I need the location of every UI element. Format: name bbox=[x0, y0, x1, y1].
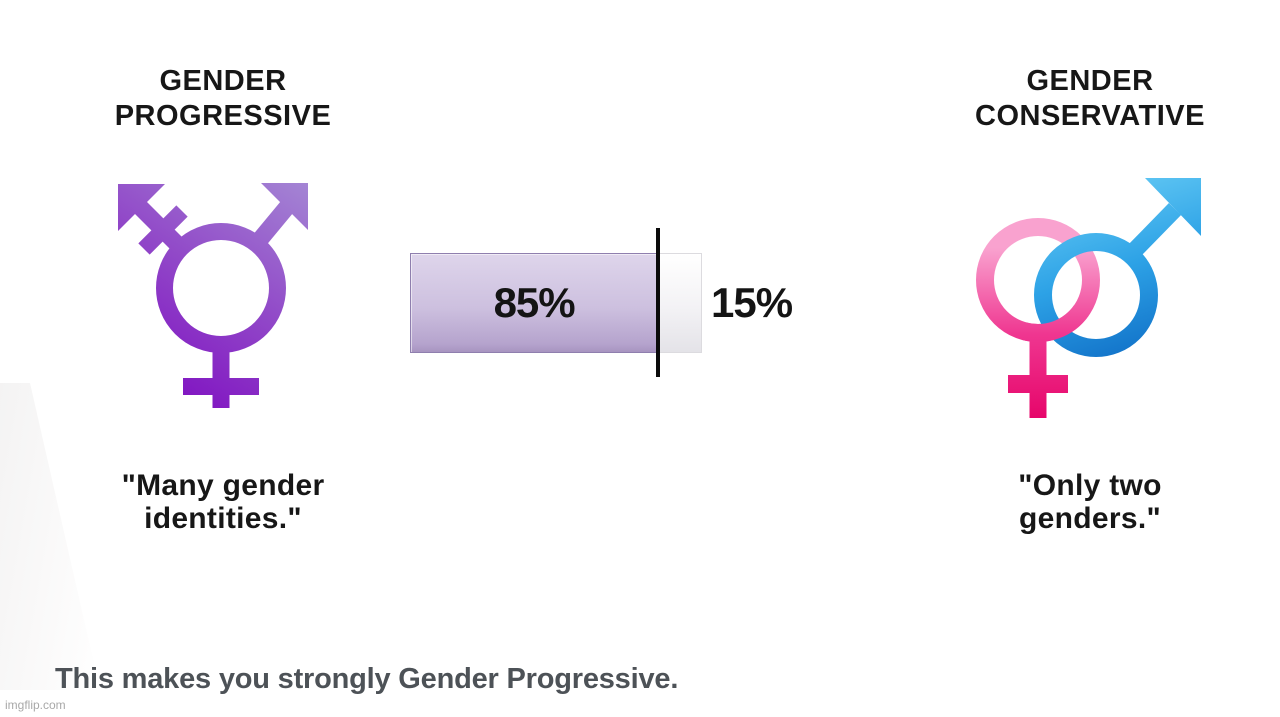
score-bar-remainder bbox=[658, 253, 702, 353]
left-quote: "Many gender identities." bbox=[63, 469, 383, 535]
right-score-label: 15% bbox=[711, 279, 793, 326]
left-axis-title: GENDER PROGRESSIVE bbox=[53, 64, 393, 134]
left-title-line1: GENDER bbox=[159, 65, 287, 97]
right-quote: "Only two genders." bbox=[930, 469, 1250, 535]
score-marker-line bbox=[656, 228, 661, 377]
male-female-icon bbox=[976, 178, 1201, 418]
score-bar: 85% bbox=[410, 228, 702, 377]
background-shade bbox=[0, 383, 100, 690]
right-axis-title: GENDER CONSERVATIVE bbox=[920, 64, 1260, 134]
right-quote-line1: "Only two bbox=[1018, 469, 1162, 502]
left-score-label: 85% bbox=[493, 279, 576, 326]
right-quote-line2: genders." bbox=[1019, 502, 1161, 535]
score-bar-fill: 85% bbox=[410, 253, 659, 353]
left-quote-line1: "Many gender bbox=[121, 469, 325, 502]
left-quote-line2: identities." bbox=[144, 502, 302, 535]
left-title-line2: PROGRESSIVE bbox=[114, 100, 332, 132]
right-title-line2: CONSERVATIVE bbox=[975, 100, 1205, 132]
right-title-line1: GENDER bbox=[1026, 65, 1154, 97]
imgflip-watermark: imgflip.com bbox=[5, 698, 66, 712]
transgender-icon bbox=[118, 183, 308, 408]
result-text: This makes you strongly Gender Progressi… bbox=[55, 663, 679, 695]
